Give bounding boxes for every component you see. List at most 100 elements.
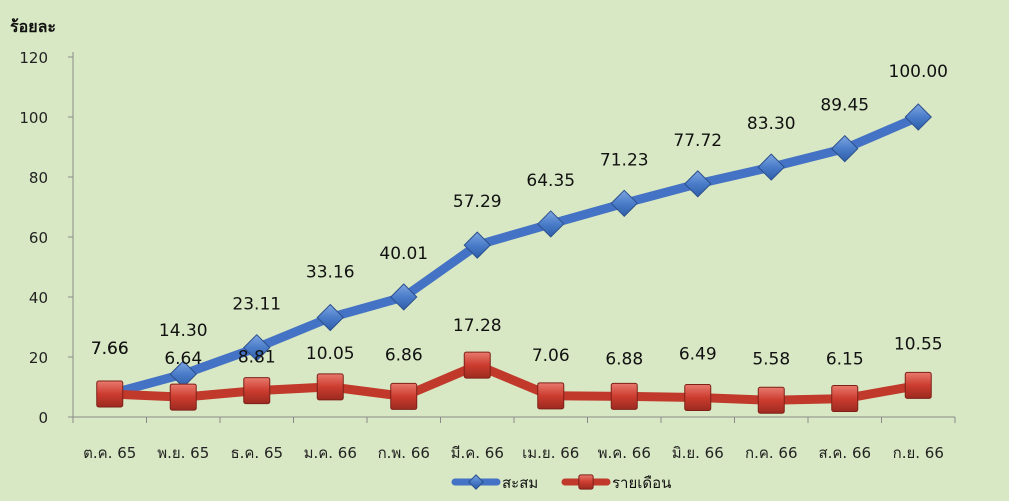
diamond-marker-shape <box>243 333 271 362</box>
cumulative-data-label: 83.30 <box>747 114 796 134</box>
diamond-marker-shape <box>831 134 859 163</box>
x-tick-label: ส.ค. 66 <box>818 444 871 462</box>
square-marker-shape <box>169 383 197 411</box>
monthly-point <box>390 382 418 410</box>
square-marker-shape <box>537 382 565 410</box>
monthly-point <box>684 384 712 412</box>
axes: 0 20 40 60 80 100 120 ต.ค. 65 พ.ย. 65 ธ.ค. 65 ม.ค.… <box>19 49 956 462</box>
monthly-point <box>316 373 344 401</box>
y-axis-title: ร้อยละ <box>10 17 56 36</box>
monthly-point <box>463 351 491 379</box>
diamond-marker-shape <box>463 231 491 259</box>
cumulative-point <box>390 283 418 311</box>
y-tick-label: 0 <box>38 409 48 427</box>
cumulative-data-label: 71.23 <box>600 150 649 170</box>
cumulative-point <box>610 189 638 218</box>
legend-label: รายเดือน <box>612 474 671 492</box>
y-tick-label: 20 <box>29 349 48 367</box>
monthly-point <box>537 382 565 410</box>
monthly-data-label: 8.81 <box>238 348 276 368</box>
x-tick-label: เม.ย. 66 <box>522 444 579 462</box>
monthly-data-label: 6.64 <box>164 349 202 369</box>
monthly-point <box>904 371 932 399</box>
cumulative-data-label: 89.45 <box>820 96 869 116</box>
monthly-data-label: 6.49 <box>679 345 717 365</box>
diamond-marker-shape <box>684 170 712 198</box>
cumulative-data-label: 57.29 <box>453 192 502 212</box>
x-tick-label: ม.ค. 66 <box>304 444 357 462</box>
cumulative-point <box>463 231 491 259</box>
diamond-marker-shape <box>468 474 484 490</box>
series-line-monthly <box>105 360 923 405</box>
monthly-data-label: 6.15 <box>826 350 864 370</box>
legend-item-cumulative: สะสม <box>451 474 538 492</box>
square-marker-shape <box>610 382 638 410</box>
monthly-data-label: 17.28 <box>453 316 502 336</box>
cumulative-point <box>316 303 344 332</box>
diamond-marker-shape <box>610 189 638 218</box>
square-marker-shape <box>243 377 271 405</box>
cumulative-data-label: 77.72 <box>673 131 722 151</box>
monthly-data-label: 7.06 <box>532 346 570 366</box>
diamond-marker-shape <box>390 283 418 311</box>
diamond-marker-shape <box>537 210 565 238</box>
square-marker-shape <box>578 474 594 490</box>
y-tick-label: 100 <box>19 109 48 127</box>
cumulative-point <box>904 103 932 131</box>
x-tick-label: มี.ค. 66 <box>451 444 504 462</box>
square-marker-shape <box>96 380 124 408</box>
square-marker-shape <box>316 373 344 401</box>
monthly-data-label: 6.88 <box>605 349 643 369</box>
monthly-point <box>96 380 124 408</box>
x-tick-label: พ.ย. 65 <box>157 444 209 462</box>
x-tick-label: ก.ค. 66 <box>745 444 798 462</box>
monthly-point <box>169 383 197 411</box>
monthly-data-label: 7.66 <box>91 339 129 359</box>
series-layer <box>96 103 932 414</box>
legend-label: สะสม <box>502 474 538 492</box>
cumulative-point <box>831 134 859 163</box>
x-tick-label: มิ.ย. 66 <box>672 444 724 462</box>
x-tick-label: ต.ค. 65 <box>83 444 136 462</box>
monthly-point <box>757 386 785 414</box>
monthly-data-label: 10.05 <box>306 344 355 364</box>
legend-item-monthly: รายเดือน <box>561 474 671 492</box>
series-line-cumulative <box>105 112 923 399</box>
monthly-data-label: 10.55 <box>894 334 943 354</box>
monthly-point <box>243 377 271 405</box>
cumulative-data-label: 100.00 <box>889 62 948 82</box>
cumulative-data-label: 33.16 <box>306 263 355 283</box>
diamond-marker-shape <box>757 153 785 181</box>
legend-marker <box>468 474 484 490</box>
square-marker-shape <box>684 384 712 412</box>
y-tick-label: 120 <box>19 49 48 67</box>
square-marker-shape <box>831 385 859 413</box>
monthly-data-label: 6.86 <box>385 345 423 365</box>
x-tick-label: ก.ย. 66 <box>893 444 944 462</box>
diamond-marker-shape <box>904 103 932 131</box>
data-labels: 7.66 14.30 23.11 33.16 40.01 57.29 64.35 71.23 7… <box>91 62 948 370</box>
diamond-marker-shape <box>316 303 344 332</box>
square-marker-shape <box>904 371 932 399</box>
y-tick-label: 80 <box>29 169 48 187</box>
cumulative-data-label: 7.66 <box>91 339 129 359</box>
y-tick-label: 60 <box>29 229 48 247</box>
square-marker-shape <box>757 386 785 414</box>
cumulative-data-label: 14.30 <box>159 321 208 341</box>
legend-marker <box>578 474 594 490</box>
monthly-point <box>610 382 638 410</box>
x-tick-label: พ.ค. 66 <box>598 444 651 462</box>
x-tick-label: ธ.ค. 65 <box>230 444 283 462</box>
monthly-point <box>831 385 859 413</box>
cumulative-point <box>757 153 785 181</box>
square-marker-shape <box>390 382 418 410</box>
cumulative-data-label: 64.35 <box>526 171 575 191</box>
cumulative-data-label: 40.01 <box>379 244 428 264</box>
square-marker-shape <box>463 351 491 379</box>
x-tick-label: ก.พ. 66 <box>378 444 430 462</box>
monthly-data-label: 5.58 <box>752 349 790 369</box>
cumulative-point <box>684 170 712 198</box>
cumulative-point <box>243 333 271 362</box>
